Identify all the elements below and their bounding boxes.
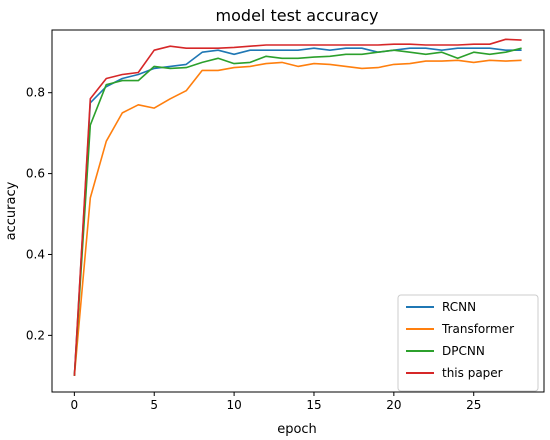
plot-area xyxy=(73,38,522,376)
series-line-this-paper xyxy=(73,38,522,376)
legend-label: Transformer xyxy=(441,322,514,336)
y-tick-label: 0.6 xyxy=(26,167,45,181)
x-tick-label: 5 xyxy=(150,398,158,412)
x-tick-label: 15 xyxy=(306,398,321,412)
x-axis-ticks: 0 5 10 15 20 25 xyxy=(71,392,481,412)
legend-label: RCNN xyxy=(442,300,476,314)
y-axis-ticks: 0.2 0.4 0.6 0.8 xyxy=(26,86,52,342)
chart-title: model test accuracy xyxy=(216,6,379,25)
legend-label: DPCNN xyxy=(442,344,485,358)
x-tick-label: 10 xyxy=(226,398,241,412)
y-tick-label: 0.2 xyxy=(26,328,45,342)
legend: RCNN Transformer DPCNN this paper xyxy=(397,294,539,392)
series-line-dpcnn xyxy=(73,47,522,376)
legend-label: this paper xyxy=(442,366,503,380)
y-tick-label: 0.4 xyxy=(26,247,45,261)
series-line-transformer xyxy=(73,59,522,376)
legend-box xyxy=(397,294,539,392)
x-tick-label: 0 xyxy=(71,398,79,412)
x-tick-label: 25 xyxy=(466,398,481,412)
x-tick-label: 20 xyxy=(386,398,401,412)
y-tick-label: 0.8 xyxy=(26,86,45,100)
y-axis-label: accuracy xyxy=(4,181,19,240)
plot-frame xyxy=(51,29,545,393)
x-axis-label: epoch xyxy=(277,422,317,437)
